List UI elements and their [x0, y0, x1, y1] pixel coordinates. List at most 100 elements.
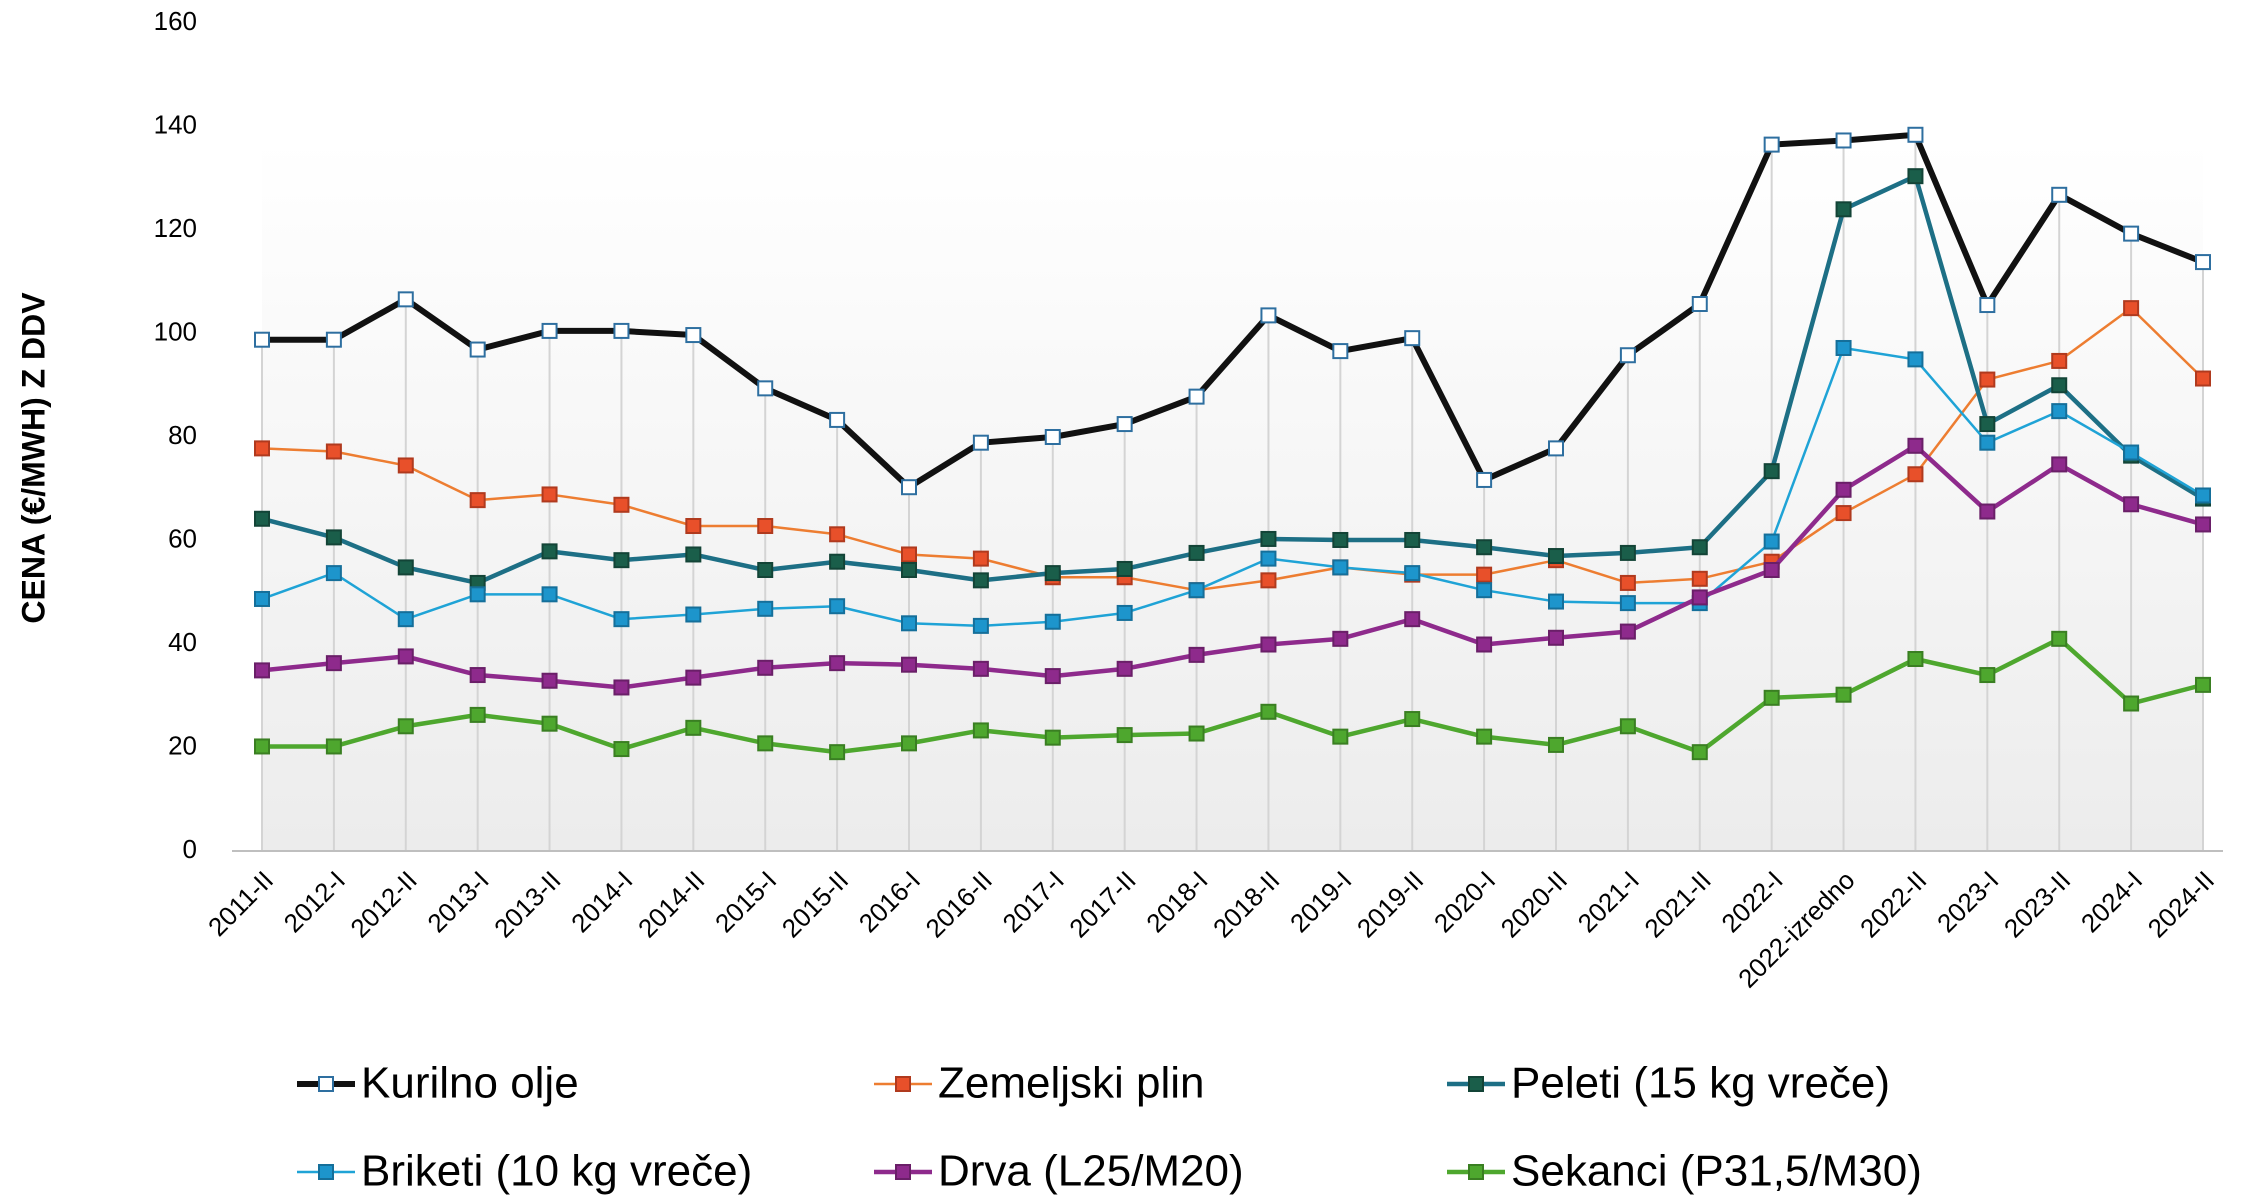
marker — [1907, 651, 1924, 668]
marker — [901, 735, 917, 752]
marker — [2195, 254, 2211, 271]
marker — [1404, 330, 1421, 347]
marker — [397, 457, 414, 474]
marker — [1979, 434, 1996, 451]
marker — [1044, 668, 1061, 685]
marker — [254, 662, 270, 679]
y-tick-label: 120 — [154, 213, 197, 243]
marker — [1188, 646, 1205, 663]
marker — [541, 586, 558, 603]
marker — [1260, 307, 1277, 324]
marker — [757, 659, 774, 676]
marker — [1835, 201, 1852, 218]
marker — [2123, 444, 2140, 461]
marker — [613, 496, 630, 513]
marker — [2051, 352, 2068, 369]
marker — [1548, 629, 1564, 646]
legend-label: Briketi (10 kg vreče) — [361, 1147, 752, 1196]
marker — [1044, 429, 1061, 445]
marker — [1332, 531, 1349, 548]
marker — [469, 586, 486, 603]
x-tick-label: 2024-II — [2142, 865, 2220, 943]
marker — [829, 655, 846, 672]
series-line — [261, 173, 2205, 586]
marker — [1548, 593, 1564, 610]
marker — [1404, 711, 1421, 728]
marker — [1619, 623, 1636, 640]
marker — [541, 543, 558, 560]
marker — [1907, 126, 1924, 143]
series-line — [262, 131, 2205, 491]
y-tick-label: 160 — [154, 6, 197, 36]
marker — [1835, 505, 1852, 522]
legend-marker — [1468, 1164, 1484, 1180]
marker — [1116, 560, 1133, 577]
legend-label: Drva (L25/M20) — [938, 1147, 1244, 1196]
marker — [1260, 703, 1277, 720]
marker — [2123, 496, 2140, 513]
marker — [1116, 660, 1133, 677]
marker — [1763, 463, 1780, 480]
marker — [972, 550, 989, 567]
x-tick-label: 2020-I — [1428, 865, 1501, 938]
marker — [1404, 565, 1421, 582]
y-axis-title: CENA (€/MWH) Z DDV — [15, 292, 51, 624]
y-tick-label: 60 — [168, 523, 197, 553]
x-tick-label: 2022-II — [1854, 865, 1932, 943]
x-tick-label: 2019-II — [1351, 865, 1429, 943]
marker — [1116, 604, 1133, 621]
x-tick-label: 2012-II — [344, 865, 422, 943]
marker — [1260, 572, 1277, 589]
legend-marker — [318, 1076, 334, 1092]
marker — [1260, 550, 1277, 567]
marker — [613, 552, 630, 569]
marker — [397, 291, 414, 308]
marker — [2051, 456, 2068, 473]
marker — [1332, 630, 1349, 647]
marker — [469, 667, 486, 684]
y-tick-label: 80 — [168, 420, 197, 450]
x-tick-label: 2021-II — [1638, 865, 1716, 943]
marker — [1979, 503, 1996, 520]
marker — [1044, 565, 1061, 582]
x-tick-label: 2023-I — [1931, 865, 2004, 938]
marker — [254, 738, 270, 755]
marker — [2195, 516, 2211, 533]
series-line — [262, 636, 2204, 755]
legend-marker — [895, 1076, 911, 1092]
legend-marker — [895, 1164, 911, 1180]
marker — [397, 648, 414, 665]
marker — [397, 611, 414, 628]
marker — [2051, 186, 2068, 203]
marker — [469, 341, 486, 358]
marker — [901, 615, 917, 632]
x-tick-label: 2023-II — [1998, 865, 2076, 943]
marker — [1548, 548, 1564, 565]
marker — [1188, 388, 1205, 405]
marker — [829, 744, 846, 761]
marker — [1332, 343, 1349, 360]
marker — [541, 486, 558, 503]
marker — [1835, 686, 1852, 703]
marker — [2123, 695, 2140, 712]
marker — [757, 561, 774, 578]
marker — [685, 606, 702, 623]
marker — [2123, 300, 2140, 317]
marker — [685, 518, 702, 535]
marker — [1188, 582, 1205, 599]
marker — [1332, 559, 1349, 576]
x-tick-label: 2017-I — [997, 865, 1070, 938]
marker — [1188, 725, 1205, 742]
marker — [1476, 728, 1493, 745]
marker — [469, 706, 486, 723]
plot-background — [262, 140, 2203, 851]
marker — [397, 718, 414, 735]
marker — [254, 440, 270, 457]
marker — [1691, 744, 1708, 761]
marker — [1763, 533, 1780, 550]
marker — [2051, 630, 2068, 647]
legend-label: Peleti (15 kg vreče) — [1511, 1059, 1890, 1108]
series-line — [261, 443, 2204, 690]
marker — [901, 561, 917, 578]
